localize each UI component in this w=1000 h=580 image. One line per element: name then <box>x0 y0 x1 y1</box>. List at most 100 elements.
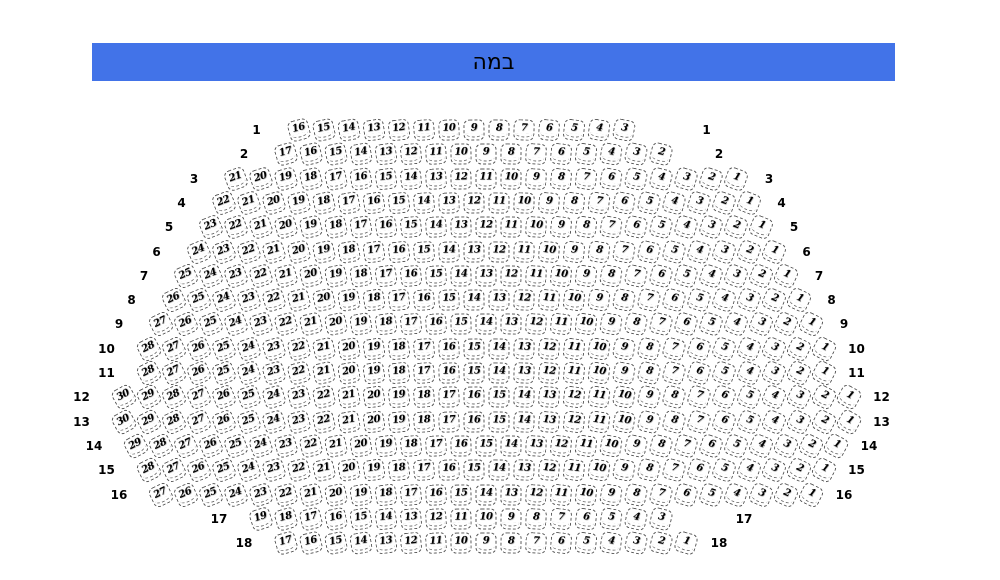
seat[interactable]: 19 <box>336 287 361 313</box>
seat[interactable]: 11 <box>412 118 435 142</box>
seat[interactable]: 26 <box>184 359 213 387</box>
seat[interactable]: 15 <box>348 506 374 531</box>
seat[interactable]: 17 <box>298 506 324 532</box>
seat[interactable]: 12 <box>500 264 522 287</box>
seat[interactable]: 2 <box>809 407 838 436</box>
seat[interactable]: 13 <box>537 410 560 433</box>
seat[interactable]: 1 <box>809 456 838 485</box>
seat[interactable]: 24 <box>184 237 213 266</box>
seat[interactable]: 5 <box>710 456 737 484</box>
seat[interactable]: 1 <box>834 407 863 436</box>
seat[interactable]: 6 <box>611 190 636 216</box>
seat[interactable]: 30 <box>109 407 138 436</box>
seat[interactable]: 13 <box>512 337 535 360</box>
seat[interactable]: 7 <box>635 287 662 313</box>
seat[interactable]: 24 <box>209 286 238 314</box>
seat[interactable]: 21 <box>247 213 275 241</box>
seat[interactable]: 11 <box>549 312 573 336</box>
seat[interactable]: 20 <box>260 189 287 217</box>
seat[interactable]: 12 <box>561 409 586 434</box>
seat[interactable]: 22 <box>273 481 299 508</box>
seat[interactable]: 19 <box>323 263 349 289</box>
seat[interactable]: 14 <box>475 313 497 335</box>
seat[interactable]: 11 <box>512 240 535 263</box>
seat[interactable]: 25 <box>184 286 213 314</box>
seat[interactable]: 9 <box>623 433 649 459</box>
seat[interactable]: 6 <box>685 359 712 387</box>
seat[interactable]: 16 <box>298 141 324 168</box>
seat[interactable]: 3 <box>734 286 763 314</box>
seat[interactable]: 12 <box>537 361 560 385</box>
seat[interactable]: 24 <box>235 456 262 484</box>
seat[interactable]: 16 <box>424 313 448 336</box>
seat[interactable]: 6 <box>710 408 737 435</box>
seat[interactable]: 10 <box>574 312 598 337</box>
seat[interactable]: 27 <box>146 310 176 339</box>
seat[interactable]: 22 <box>235 238 262 265</box>
seat[interactable]: 25 <box>197 480 225 509</box>
seat[interactable]: 18 <box>386 458 411 482</box>
seat[interactable]: 2 <box>710 189 737 217</box>
seat[interactable]: 25 <box>209 335 238 363</box>
seat[interactable]: 25 <box>172 261 200 290</box>
seat[interactable]: 6 <box>697 432 725 460</box>
seat[interactable]: 16 <box>285 117 312 143</box>
seat[interactable]: 19 <box>348 312 374 337</box>
seat[interactable]: 25 <box>235 383 262 411</box>
seat[interactable]: 4 <box>697 262 725 290</box>
seat[interactable]: 10 <box>549 264 573 288</box>
seat[interactable]: 3 <box>747 480 775 509</box>
seat[interactable]: 4 <box>586 117 611 143</box>
seat[interactable]: 4 <box>710 286 737 314</box>
seat[interactable]: 12 <box>450 167 472 190</box>
seat[interactable]: 5 <box>648 214 674 240</box>
seat[interactable]: 6 <box>598 166 624 191</box>
seat[interactable]: 9 <box>635 409 662 435</box>
seat[interactable]: 5 <box>734 408 763 436</box>
seat[interactable]: 18 <box>298 165 324 192</box>
seat[interactable]: 9 <box>475 532 497 554</box>
seat[interactable]: 8 <box>561 191 586 215</box>
seat[interactable]: 7 <box>574 166 598 191</box>
seat[interactable]: 23 <box>273 432 299 459</box>
seat[interactable]: 4 <box>673 214 699 241</box>
seat[interactable]: 18 <box>336 239 361 264</box>
seat[interactable]: 7 <box>648 481 674 508</box>
seat[interactable]: 12 <box>475 216 497 238</box>
seat[interactable]: 2 <box>648 141 674 168</box>
seat[interactable]: 21 <box>336 384 361 410</box>
seat[interactable]: 7 <box>524 531 548 555</box>
seat[interactable]: 14 <box>412 191 435 215</box>
seat[interactable]: 12 <box>487 240 510 263</box>
seat[interactable]: 3 <box>673 165 699 192</box>
seat[interactable]: 7 <box>685 408 712 435</box>
seat[interactable]: 9 <box>635 384 662 410</box>
seat[interactable]: 17 <box>424 434 448 458</box>
seat[interactable]: 2 <box>796 431 826 460</box>
seat[interactable]: 9 <box>500 507 522 530</box>
seat[interactable]: 5 <box>561 118 586 142</box>
seat[interactable]: 9 <box>598 312 624 337</box>
seat[interactable]: 11 <box>561 361 586 385</box>
seat[interactable]: 11 <box>561 458 586 482</box>
seat[interactable]: 8 <box>586 239 611 264</box>
seat[interactable]: 18 <box>323 214 349 240</box>
seat[interactable]: 13 <box>512 361 535 385</box>
seat[interactable]: 21 <box>298 311 324 338</box>
seat[interactable]: 9 <box>611 360 636 386</box>
seat[interactable]: 25 <box>197 310 225 339</box>
seat[interactable]: 14 <box>450 264 472 287</box>
seat[interactable]: 20 <box>336 336 361 361</box>
seat[interactable]: 1 <box>772 261 800 290</box>
seat[interactable]: 2 <box>772 310 800 339</box>
seat[interactable]: 12 <box>386 118 411 142</box>
seat[interactable]: 15 <box>462 459 485 481</box>
seat[interactable]: 21 <box>298 481 324 508</box>
seat[interactable]: 18 <box>412 385 435 409</box>
seat[interactable]: 4 <box>623 506 649 532</box>
seat[interactable]: 8 <box>635 360 662 386</box>
seat[interactable]: 16 <box>437 361 460 385</box>
seat[interactable]: 13 <box>462 240 485 263</box>
seat[interactable]: 11 <box>424 531 448 555</box>
seat[interactable]: 17 <box>412 458 435 482</box>
